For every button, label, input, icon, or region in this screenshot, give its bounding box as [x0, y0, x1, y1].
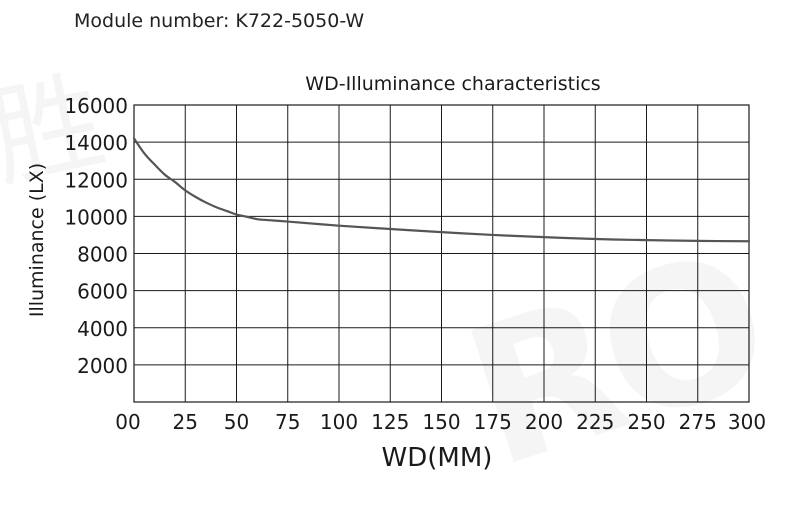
illuminance-curve [132, 137, 751, 243]
y-tick-label: 4000 [77, 317, 128, 341]
y-tick-label: 2000 [77, 354, 128, 378]
plot-frame [133, 104, 750, 403]
y-tick-label: 16000 [64, 94, 128, 118]
grid-lines [133, 104, 750, 402]
x-tick-label: 275 [679, 410, 717, 434]
x-tick-label: 225 [576, 410, 614, 434]
x-tick-label: 100 [320, 410, 358, 434]
x-tick-label: 300 [728, 410, 766, 434]
y-tick-label: 14000 [64, 131, 128, 155]
x-tick-label: 25 [173, 410, 198, 434]
y-tick-label: 10000 [64, 205, 128, 229]
module-number-label: Module number: K722-5050-W [74, 10, 365, 32]
wd-illuminance-chart: WD-Illuminance characteristics 16000 1400… [26, 73, 766, 473]
x-tick-label: 125 [371, 410, 409, 434]
x-axis-label: WD(MM) [382, 443, 493, 473]
y-tick-label: 8000 [77, 243, 128, 267]
x-tick-label: 175 [474, 410, 512, 434]
x-tick-label: 250 [627, 410, 665, 434]
x-axis-ticks: 00 25 50 75 100 125 150 175 200 225 250 275 300 [115, 410, 766, 434]
y-tick-label: 12000 [64, 168, 128, 192]
y-axis-label: Illuminance (LX) [26, 163, 48, 317]
x-tick-label: 200 [525, 410, 563, 434]
x-tick-label: 75 [275, 410, 300, 434]
y-axis-ticks: 16000 14000 12000 10000 8000 6000 4000 2000 [64, 94, 128, 378]
x-tick-label: 50 [224, 410, 249, 434]
x-tick-label: 00 [115, 410, 140, 434]
y-tick-label: 6000 [77, 280, 128, 304]
chart-title: WD-Illuminance characteristics [305, 73, 600, 95]
x-tick-label: 150 [422, 410, 460, 434]
